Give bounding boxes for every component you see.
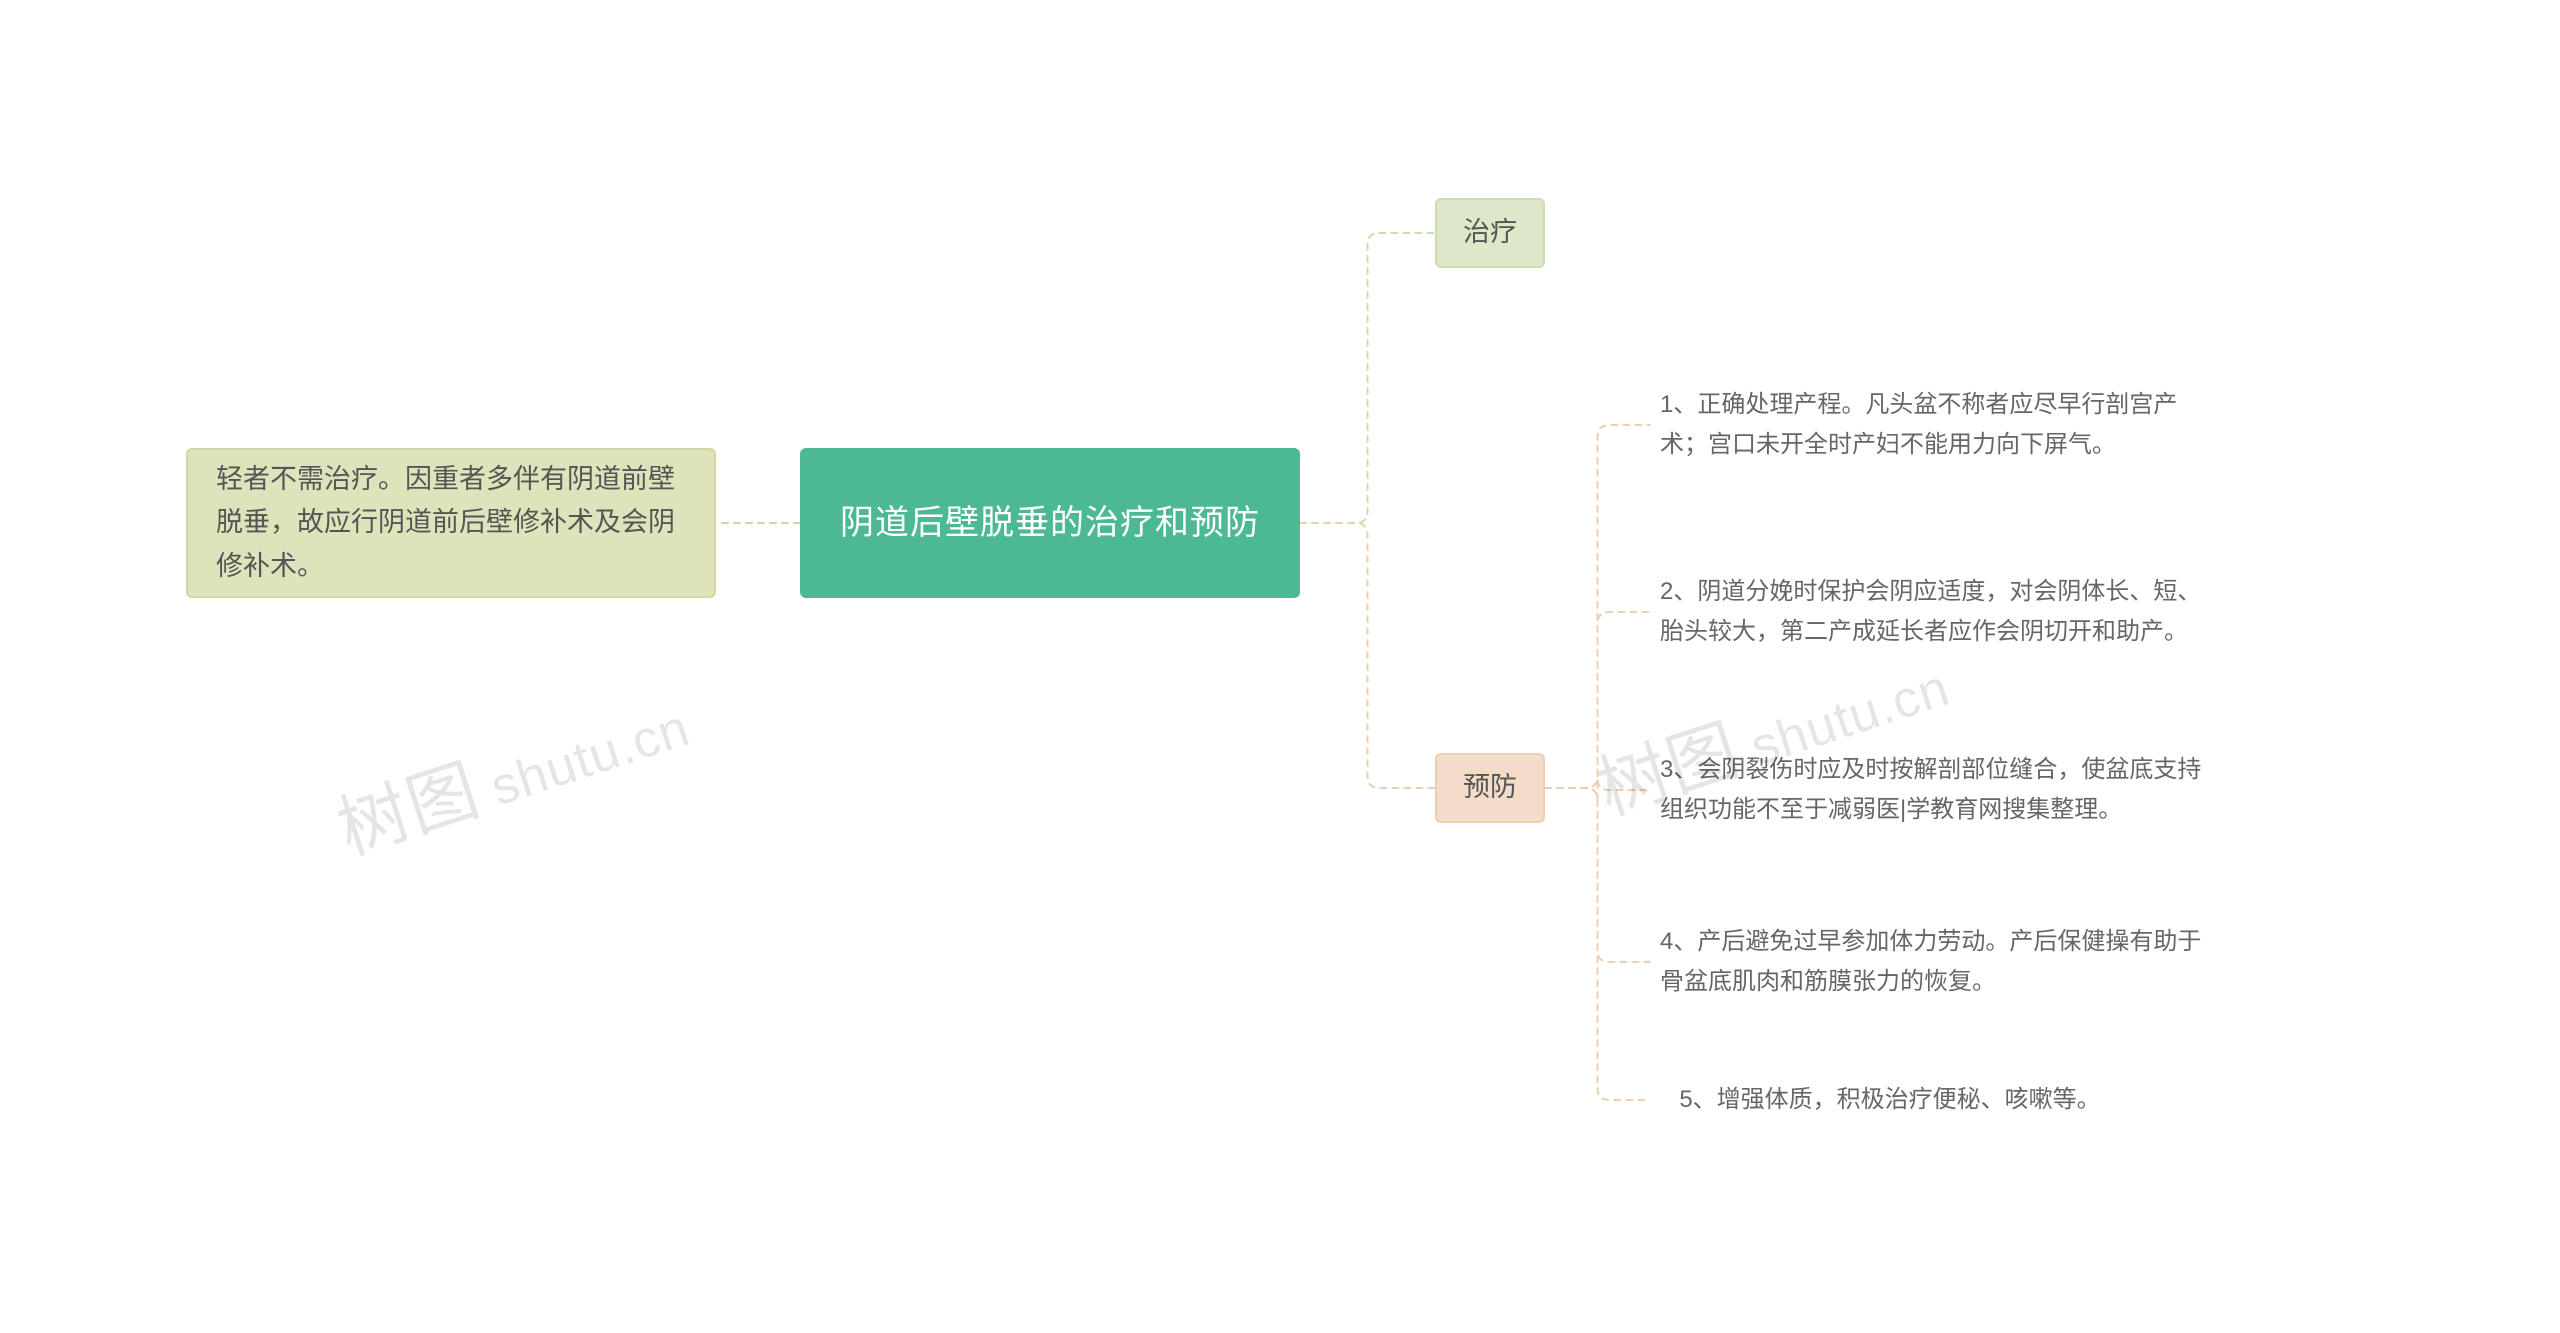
leaf-2-text: 2、阴道分娩时保护会阴应适度，对会阴体长、短、胎头较大，第二产成延长者应作会阴切…: [1660, 572, 2225, 651]
left-detail-node[interactable]: 轻者不需治疗。因重者多伴有阴道前壁脱垂，故应行阴道前后壁修补术及会阴修补术。: [186, 448, 716, 598]
leaf-3[interactable]: 3、会阴裂伤时应及时按解剖部位缝合，使盆底支持组织功能不至于减弱医|学教育网搜集…: [1650, 725, 2235, 855]
leaf-4[interactable]: 4、产后避免过早参加体力劳动。产后保健操有助于骨盆底肌肉和筋膜张力的恢复。: [1650, 912, 2235, 1012]
category-treatment[interactable]: 治疗: [1435, 198, 1545, 268]
leaf-1[interactable]: 1、正确处理产程。凡头盆不称者应尽早行剖宫产术；宫口未开全时产妇不能用力向下屏气…: [1650, 360, 2235, 490]
watermark-1-en: shutu.cn: [484, 699, 696, 817]
watermark-1-zh: 树图: [329, 752, 490, 870]
leaf-2[interactable]: 2、阴道分娩时保护会阴应适度，对会阴体长、短、胎头较大，第二产成延长者应作会阴切…: [1650, 547, 2235, 677]
leaf-5[interactable]: 5、增强体质，积极治疗便秘、咳嗽等。: [1650, 1075, 2130, 1125]
left-detail-text: 轻者不需治疗。因重者多伴有阴道前壁脱垂，故应行阴道前后壁修补术及会阴修补术。: [216, 458, 686, 588]
watermark-1: 树图shutu.cn: [323, 666, 699, 874]
leaf-1-text: 1、正确处理产程。凡头盆不称者应尽早行剖宫产术；宫口未开全时产妇不能用力向下屏气…: [1660, 385, 2225, 464]
leaf-3-text: 3、会阴裂伤时应及时按解剖部位缝合，使盆底支持组织功能不至于减弱医|学教育网搜集…: [1660, 750, 2225, 829]
category-treatment-label: 治疗: [1463, 211, 1517, 254]
category-prevention[interactable]: 预防: [1435, 753, 1545, 823]
leaf-5-text: 5、增强体质，积极治疗便秘、咳嗽等。: [1679, 1080, 2100, 1120]
leaf-4-text: 4、产后避免过早参加体力劳动。产后保健操有助于骨盆底肌肉和筋膜张力的恢复。: [1660, 922, 2225, 1001]
center-topic[interactable]: 阴道后壁脱垂的治疗和预防: [800, 448, 1300, 598]
center-topic-label: 阴道后壁脱垂的治疗和预防: [840, 496, 1260, 550]
category-prevention-label: 预防: [1463, 766, 1517, 809]
